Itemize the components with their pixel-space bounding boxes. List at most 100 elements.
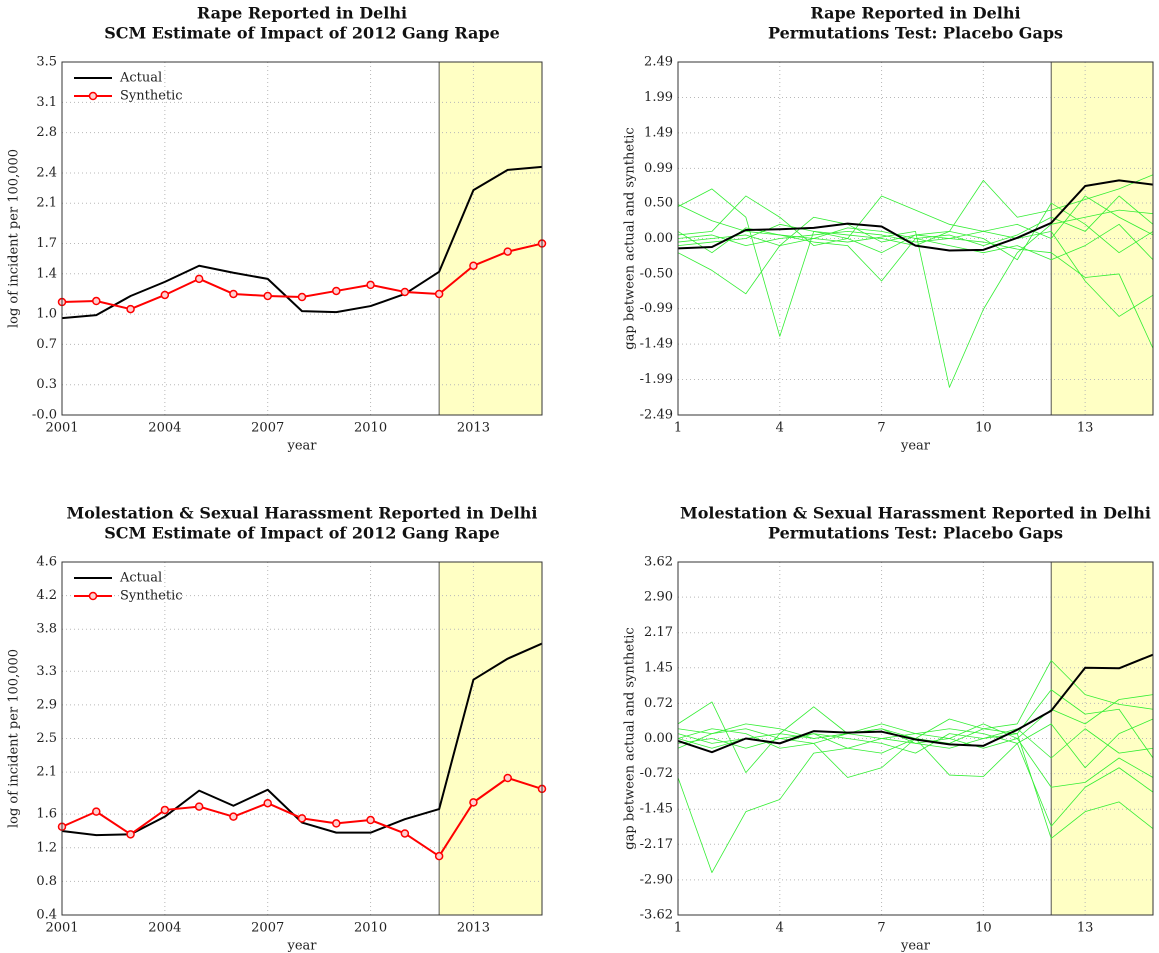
series-line: [677, 195, 1154, 246]
marker: [366, 280, 375, 290]
y-tick-label: 2.8: [36, 125, 57, 140]
marker: [332, 286, 341, 296]
x-tick-label: 4: [776, 421, 784, 436]
marker: [92, 807, 101, 816]
x-tick-label: 2007: [251, 421, 284, 436]
marker: [126, 304, 135, 314]
series-line: [677, 718, 1154, 769]
y-tick-label: -2.90: [640, 872, 673, 887]
x-axis-label: year: [286, 939, 317, 953]
marker: [160, 805, 170, 815]
y-tick-label: -0.72: [640, 766, 673, 781]
subplot: Molestation & Sexual Harassment Reported…: [623, 504, 1154, 953]
y-tick-label: -0.0: [32, 408, 57, 423]
y-tick-label: 2.4: [36, 165, 57, 180]
x-axis-label: year: [900, 939, 931, 953]
y-axis-label: log of incident per 100,000: [7, 149, 22, 328]
series-line: [677, 204, 1154, 388]
x-tick-label: 13: [1077, 921, 1094, 936]
y-axis-label: gap between actual and synthetic: [623, 127, 638, 349]
y-tick-label: 2.17: [644, 625, 673, 640]
y-tick-label: 4.6: [36, 555, 57, 570]
marker: [332, 819, 341, 828]
y-tick-label: 1.99: [644, 90, 673, 105]
y-tick-label: 0.50: [644, 196, 673, 211]
plot-frame: [61, 561, 543, 916]
marker: [229, 289, 238, 299]
series-line: [677, 195, 1154, 246]
y-axis-label: log of incident per 100,000: [7, 649, 22, 828]
y-tick-label: -1.45: [640, 802, 673, 817]
marker: [503, 247, 512, 256]
y-tick-label: 1.6: [36, 807, 57, 822]
series-line: [677, 202, 1154, 261]
marker: [297, 814, 307, 823]
x-tick-label: 2010: [354, 421, 387, 436]
shaded-period: [439, 62, 542, 415]
y-tick-label: 3.3: [36, 664, 57, 679]
y-tick-label: 0.8: [36, 874, 57, 889]
chart-subtitle: Permutations Test: Placebo Gaps: [768, 524, 1063, 543]
y-tick-label: 0.72: [644, 696, 673, 711]
chart-title: Molestation & Sexual Harassment Reported…: [680, 504, 1151, 523]
marker: [126, 830, 135, 839]
marker: [503, 773, 512, 783]
chart-title: Rape Reported in Delhi: [197, 4, 407, 23]
x-tick-label: 4: [776, 921, 784, 936]
marker: [469, 798, 478, 807]
y-tick-label: -1.49: [640, 337, 673, 352]
y-tick-label: 1.2: [36, 840, 57, 855]
y-tick-label: 1.45: [644, 660, 673, 675]
x-tick-label: 10: [975, 421, 992, 436]
marker: [434, 289, 444, 299]
y-tick-label: -2.49: [640, 408, 673, 423]
legend-marker: [88, 91, 98, 101]
x-tick-label: 2010: [354, 921, 387, 936]
x-tick-label: 2001: [45, 421, 78, 436]
x-tick-label: 7: [877, 921, 885, 936]
y-tick-label: 2.49: [644, 55, 673, 70]
y-tick-label: 2.90: [644, 590, 673, 605]
y-tick-label: 0.7: [36, 337, 57, 352]
y-tick-label: 2.1: [36, 765, 57, 780]
x-tick-label: 2004: [148, 421, 181, 436]
y-tick-label: 1.49: [644, 125, 673, 140]
marker: [194, 274, 204, 284]
legend-label: Actual: [119, 71, 162, 86]
y-tick-label: 1.0: [36, 307, 57, 322]
legend-marker: [88, 591, 98, 601]
x-tick-label: 1: [674, 421, 682, 436]
legend-label: Synthetic: [120, 89, 183, 104]
chart-subtitle: SCM Estimate of Impact of 2012 Gang Rape: [104, 524, 500, 543]
y-tick-label: 3.8: [36, 622, 57, 637]
marker: [92, 296, 101, 306]
series-line: [677, 728, 1154, 788]
chart-subtitle: Permutations Test: Placebo Gaps: [768, 24, 1063, 43]
subplot: Molestation & Sexual Harassment Reported…: [7, 504, 547, 953]
x-tick-label: 2001: [45, 921, 78, 936]
y-tick-label: 4.2: [36, 588, 57, 603]
y-tick-label: 2.1: [36, 196, 57, 211]
y-tick-label: -0.99: [640, 301, 673, 316]
plot-frame: [677, 61, 1154, 416]
marker: [263, 291, 272, 301]
y-tick-label: 0.00: [644, 231, 673, 246]
legend-label: Synthetic: [120, 589, 183, 604]
x-tick-label: 7: [877, 421, 885, 436]
y-tick-label: -1.99: [640, 372, 673, 387]
chart-subtitle: SCM Estimate of Impact of 2012 Gang Rape: [104, 24, 500, 43]
y-tick-label: 2.9: [36, 697, 57, 712]
marker: [263, 798, 272, 808]
series-line: [677, 728, 1154, 759]
series-line: [61, 165, 543, 320]
x-tick-label: 2013: [457, 421, 490, 436]
marker: [194, 802, 204, 811]
marker: [469, 261, 478, 270]
y-tick-label: 0.4: [36, 908, 57, 923]
marker: [229, 812, 238, 821]
y-tick-label: -0.50: [640, 266, 673, 281]
y-tick-label: 1.4: [36, 266, 57, 281]
y-tick-label: 0.99: [644, 161, 673, 176]
